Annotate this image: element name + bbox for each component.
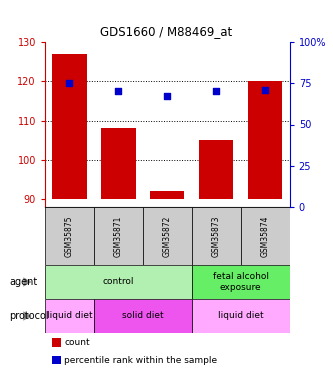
Bar	[45, 299, 94, 333]
Text: liquid diet: liquid diet	[47, 312, 92, 321]
Bar	[52, 54, 87, 199]
Bar	[150, 191, 184, 199]
Text: GSM35875: GSM35875	[65, 215, 74, 257]
Bar	[45, 207, 94, 265]
Text: GSM35874: GSM35874	[261, 215, 270, 257]
Text: control: control	[103, 278, 134, 286]
Point	[116, 88, 121, 94]
Text: count: count	[64, 338, 90, 347]
Bar	[199, 140, 233, 199]
Point	[67, 80, 72, 86]
Point	[262, 87, 268, 93]
Text: protocol: protocol	[9, 311, 49, 321]
Text: GSM35873: GSM35873	[212, 215, 221, 257]
Bar	[143, 207, 192, 265]
Point	[214, 88, 219, 94]
Text: solid diet: solid diet	[122, 312, 164, 321]
Text: GSM35871: GSM35871	[114, 215, 123, 256]
Bar	[192, 207, 241, 265]
Bar	[101, 128, 136, 199]
Bar	[241, 207, 290, 265]
Bar	[94, 299, 192, 333]
Point	[165, 93, 170, 99]
Text: liquid diet: liquid diet	[218, 312, 264, 321]
Bar	[94, 207, 143, 265]
Text: agent: agent	[9, 277, 38, 287]
Bar	[45, 265, 192, 299]
Text: GSM35872: GSM35872	[163, 215, 172, 256]
Text: percentile rank within the sample: percentile rank within the sample	[64, 356, 217, 365]
Bar	[192, 265, 290, 299]
Bar	[192, 299, 290, 333]
Text: fetal alcohol
exposure: fetal alcohol exposure	[213, 272, 269, 292]
Bar	[248, 81, 282, 199]
Text: GDS1660 / M88469_at: GDS1660 / M88469_at	[100, 25, 233, 38]
